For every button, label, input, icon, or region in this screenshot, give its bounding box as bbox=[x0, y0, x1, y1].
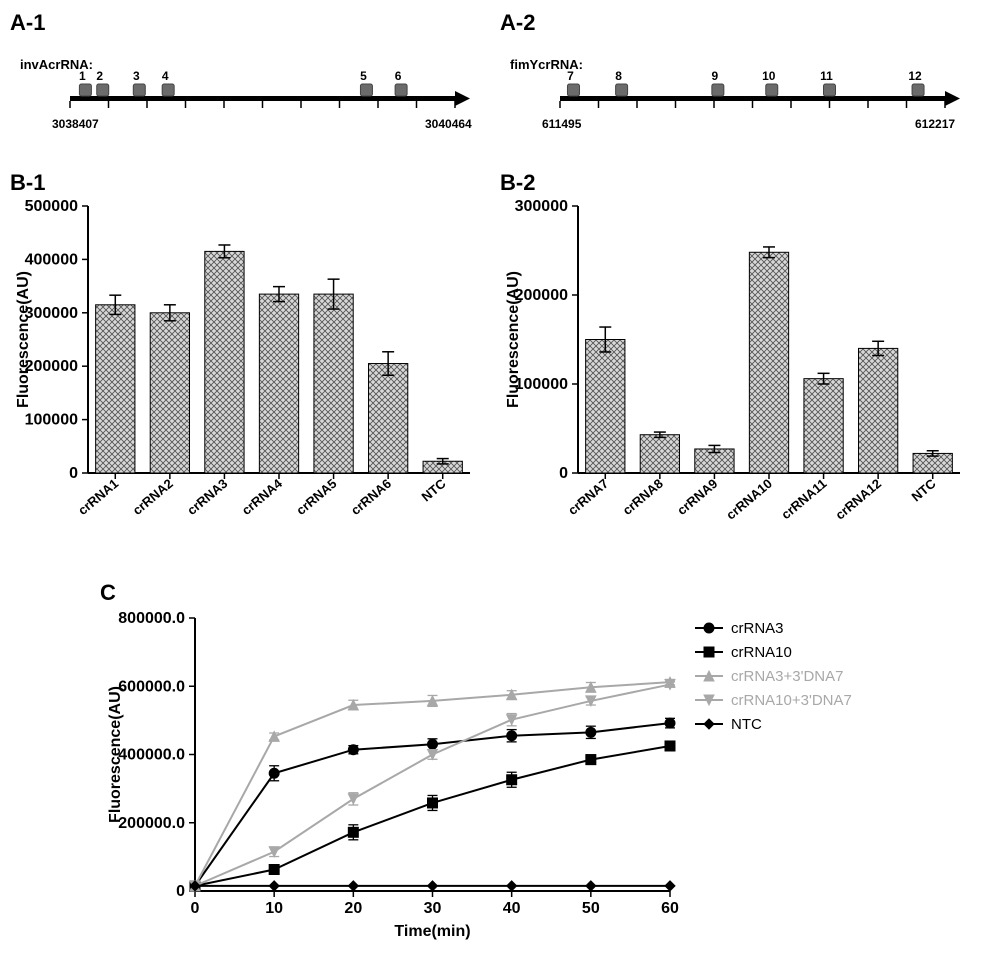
svg-text:0: 0 bbox=[559, 465, 568, 482]
svg-text:crRNA3: crRNA3 bbox=[184, 476, 230, 518]
svg-text:200000.0: 200000.0 bbox=[118, 815, 185, 832]
svg-text:10: 10 bbox=[265, 900, 283, 917]
svg-text:50: 50 bbox=[582, 900, 600, 917]
svg-text:600000.0: 600000.0 bbox=[118, 678, 185, 695]
svg-text:3038407: 3038407 bbox=[52, 117, 99, 131]
panel-b2: B-2 0 100000 200000 300000 Fluorescence(AU) c… bbox=[500, 170, 990, 560]
panel-a1-label: A-1 bbox=[10, 10, 500, 36]
svg-text:crRNA12: crRNA12 bbox=[832, 476, 884, 523]
svg-text:crRNA2: crRNA2 bbox=[130, 476, 176, 518]
svg-text:crRNA6: crRNA6 bbox=[348, 476, 394, 518]
svg-text:crRNA7: crRNA7 bbox=[565, 476, 611, 518]
svg-text:30: 30 bbox=[424, 900, 442, 917]
svg-text:0: 0 bbox=[191, 900, 200, 917]
svg-text:12: 12 bbox=[908, 69, 922, 83]
svg-text:8: 8 bbox=[615, 69, 622, 83]
svg-text:200000: 200000 bbox=[515, 287, 568, 304]
panel-a1: A-1 invAcrRNA:30384073040464123456 bbox=[10, 10, 500, 160]
bar-chart-b1: 0 100000 200000 300000 400000 500000 Fluoresce… bbox=[10, 196, 480, 551]
svg-text:crRNA10: crRNA10 bbox=[723, 476, 775, 523]
gene-map-a2: fimYcrRNA:611495612217789101112 bbox=[500, 36, 970, 146]
svg-text:800000.0: 800000.0 bbox=[118, 610, 185, 627]
panel-b2-label: B-2 bbox=[500, 170, 990, 196]
svg-text:crRNA9: crRNA9 bbox=[674, 476, 720, 518]
svg-text:612217: 612217 bbox=[915, 117, 955, 131]
svg-text:100000: 100000 bbox=[515, 376, 568, 393]
svg-text:0: 0 bbox=[176, 883, 185, 900]
svg-text:6: 6 bbox=[395, 69, 402, 83]
svg-text:611495: 611495 bbox=[542, 117, 582, 131]
svg-text:crRNA11: crRNA11 bbox=[778, 476, 829, 522]
svg-text:0: 0 bbox=[69, 465, 78, 482]
svg-text:crRNA8: crRNA8 bbox=[620, 476, 666, 518]
svg-text:20: 20 bbox=[344, 900, 362, 917]
panel-a2: A-2 fimYcrRNA:611495612217789101112 bbox=[500, 10, 990, 160]
line-chart-c: 0 200000.0 400000.0 600000.0 800000.0 Fluores… bbox=[100, 606, 970, 946]
svg-text:2: 2 bbox=[96, 69, 103, 83]
svg-text:9: 9 bbox=[712, 69, 719, 83]
panel-a2-label: A-2 bbox=[500, 10, 990, 36]
svg-text:crRNA3+3'DNA7: crRNA3+3'DNA7 bbox=[731, 668, 844, 685]
svg-text:3: 3 bbox=[133, 69, 140, 83]
svg-text:400000.0: 400000.0 bbox=[118, 747, 185, 764]
svg-text:400000: 400000 bbox=[25, 251, 78, 268]
svg-text:1: 1 bbox=[79, 69, 86, 83]
svg-text:500000: 500000 bbox=[25, 198, 78, 215]
svg-text:Fluorescence(AU): Fluorescence(AU) bbox=[15, 271, 32, 408]
svg-text:NTC: NTC bbox=[419, 475, 450, 504]
svg-text:7: 7 bbox=[567, 69, 574, 83]
bar-chart-b2: 0 100000 200000 300000 Fluorescence(AU) crRNA… bbox=[500, 196, 970, 551]
svg-text:crRNA1: crRNA1 bbox=[75, 476, 121, 518]
svg-text:100000: 100000 bbox=[25, 412, 78, 429]
svg-text:crRNA10: crRNA10 bbox=[731, 644, 792, 661]
svg-text:200000: 200000 bbox=[25, 358, 78, 375]
svg-text:NTC: NTC bbox=[909, 475, 940, 504]
svg-text:3040464: 3040464 bbox=[425, 117, 472, 131]
gene-map-a1: invAcrRNA:30384073040464123456 bbox=[10, 36, 480, 146]
svg-text:Time(min): Time(min) bbox=[394, 923, 470, 940]
svg-text:NTC: NTC bbox=[731, 716, 762, 733]
svg-text:crRNA3: crRNA3 bbox=[731, 620, 784, 637]
svg-text:crRNA10+3'DNA7: crRNA10+3'DNA7 bbox=[731, 692, 852, 709]
svg-text:5: 5 bbox=[360, 69, 367, 83]
svg-text:crRNA5: crRNA5 bbox=[293, 476, 339, 518]
panel-b1: B-1 0 100000 200000 300000 400000 500000 Fluor… bbox=[10, 170, 500, 560]
panel-b1-label: B-1 bbox=[10, 170, 500, 196]
svg-text:11: 11 bbox=[820, 69, 833, 83]
svg-text:4: 4 bbox=[162, 69, 169, 83]
svg-text:300000: 300000 bbox=[25, 305, 78, 322]
svg-text:crRNA4: crRNA4 bbox=[239, 475, 286, 518]
svg-text:60: 60 bbox=[661, 900, 679, 917]
panel-c-label: C bbox=[100, 580, 980, 606]
svg-text:10: 10 bbox=[762, 69, 776, 83]
svg-text:Fluorescence(AU): Fluorescence(AU) bbox=[107, 686, 124, 823]
svg-text:Fluorescence(AU): Fluorescence(AU) bbox=[505, 271, 522, 408]
panel-c: C 0 200000.0 400000.0 600000.0 800000.0 Fluor… bbox=[100, 580, 980, 960]
svg-text:40: 40 bbox=[503, 900, 521, 917]
svg-text:300000: 300000 bbox=[515, 198, 568, 215]
